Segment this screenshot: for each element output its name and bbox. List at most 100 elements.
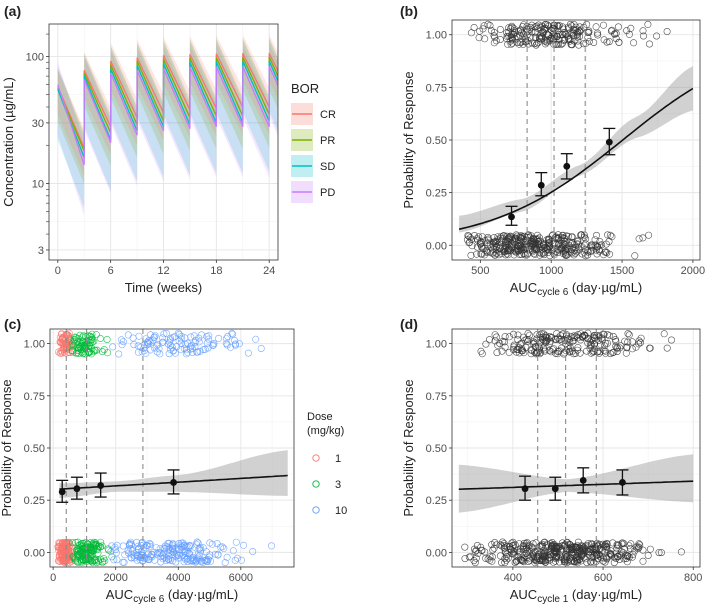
point	[544, 335, 552, 343]
point	[538, 32, 546, 40]
point	[582, 235, 590, 243]
point	[175, 337, 183, 345]
point	[541, 40, 549, 48]
y-tick-label: 0.50	[426, 135, 447, 147]
point	[519, 23, 527, 31]
point	[90, 348, 98, 356]
point	[491, 331, 499, 339]
point	[140, 543, 148, 551]
point	[473, 250, 481, 258]
point	[540, 538, 548, 546]
point	[74, 338, 82, 346]
point	[628, 553, 636, 561]
point	[657, 549, 665, 557]
point	[506, 545, 514, 553]
point	[478, 350, 486, 358]
ticks: 400 600 800 0.00 0.25 0.50 0.75 1.00	[426, 339, 703, 584]
point	[505, 333, 513, 341]
point	[587, 246, 595, 254]
point	[520, 241, 528, 249]
point	[231, 340, 239, 348]
point	[493, 236, 501, 244]
binned-means	[56, 469, 180, 503]
point	[484, 555, 492, 563]
point	[498, 347, 506, 355]
point	[533, 349, 541, 357]
point	[69, 539, 77, 547]
point	[94, 542, 102, 550]
point	[213, 540, 221, 548]
point	[188, 549, 196, 557]
x-tick-label: 800	[684, 572, 702, 584]
point	[244, 349, 252, 357]
point	[583, 559, 591, 567]
point	[470, 232, 478, 240]
point	[599, 540, 607, 548]
point	[555, 336, 563, 344]
legend-dose: Dose (mg/kg) 1 3 10	[307, 411, 347, 517]
point	[503, 35, 511, 43]
point	[639, 557, 647, 565]
x-tick-label: 0	[55, 265, 61, 277]
point	[528, 21, 536, 29]
x-axis-label-main: AUC	[510, 280, 537, 295]
point	[568, 337, 576, 345]
point	[591, 236, 599, 244]
point	[544, 236, 552, 244]
point	[81, 338, 89, 346]
y-tick-label: 0.50	[426, 443, 447, 455]
point	[568, 233, 576, 241]
panel-d: 400 600 800 0.00 0.25 0.50 0.75 1.00 (d) Probabil…	[400, 316, 702, 605]
point	[56, 539, 64, 547]
point	[195, 338, 203, 346]
point	[553, 32, 561, 40]
x-axis-label: Time (weeks)	[125, 280, 203, 295]
point	[512, 33, 520, 41]
point	[193, 538, 201, 546]
point	[538, 542, 546, 550]
point	[522, 343, 530, 351]
point	[531, 39, 539, 47]
point	[627, 24, 635, 32]
point	[191, 343, 199, 351]
point	[631, 252, 639, 260]
y-tick-label: 0.75	[426, 391, 447, 403]
point	[215, 334, 223, 342]
panel-label: (d)	[400, 316, 418, 332]
point	[554, 249, 562, 257]
point	[99, 348, 107, 356]
binned-mean-point	[579, 476, 587, 484]
point	[502, 242, 510, 250]
point	[133, 556, 141, 564]
point	[578, 552, 586, 560]
point	[492, 541, 500, 549]
point	[218, 543, 226, 551]
point	[148, 550, 156, 558]
data-group	[458, 329, 694, 567]
point	[551, 239, 559, 247]
point	[112, 546, 120, 554]
point	[96, 334, 104, 342]
x-axis-label-sub: cycle 6	[133, 594, 165, 605]
observed-points	[54, 329, 275, 567]
point	[563, 538, 571, 546]
point	[565, 555, 573, 563]
point	[507, 24, 515, 32]
y-tick-label: 0.00	[426, 240, 447, 252]
x-axis-label-tail: (day·µg/mL)	[164, 587, 238, 602]
point	[534, 235, 542, 243]
point	[72, 546, 80, 554]
point	[639, 32, 647, 40]
point	[535, 21, 543, 29]
point	[627, 540, 635, 548]
point	[541, 24, 549, 32]
point	[645, 231, 653, 239]
point	[92, 540, 100, 548]
point	[481, 35, 489, 43]
point	[590, 38, 598, 46]
point	[574, 29, 582, 37]
point	[159, 334, 167, 342]
point	[667, 336, 675, 344]
point	[557, 237, 565, 245]
point	[499, 234, 507, 242]
